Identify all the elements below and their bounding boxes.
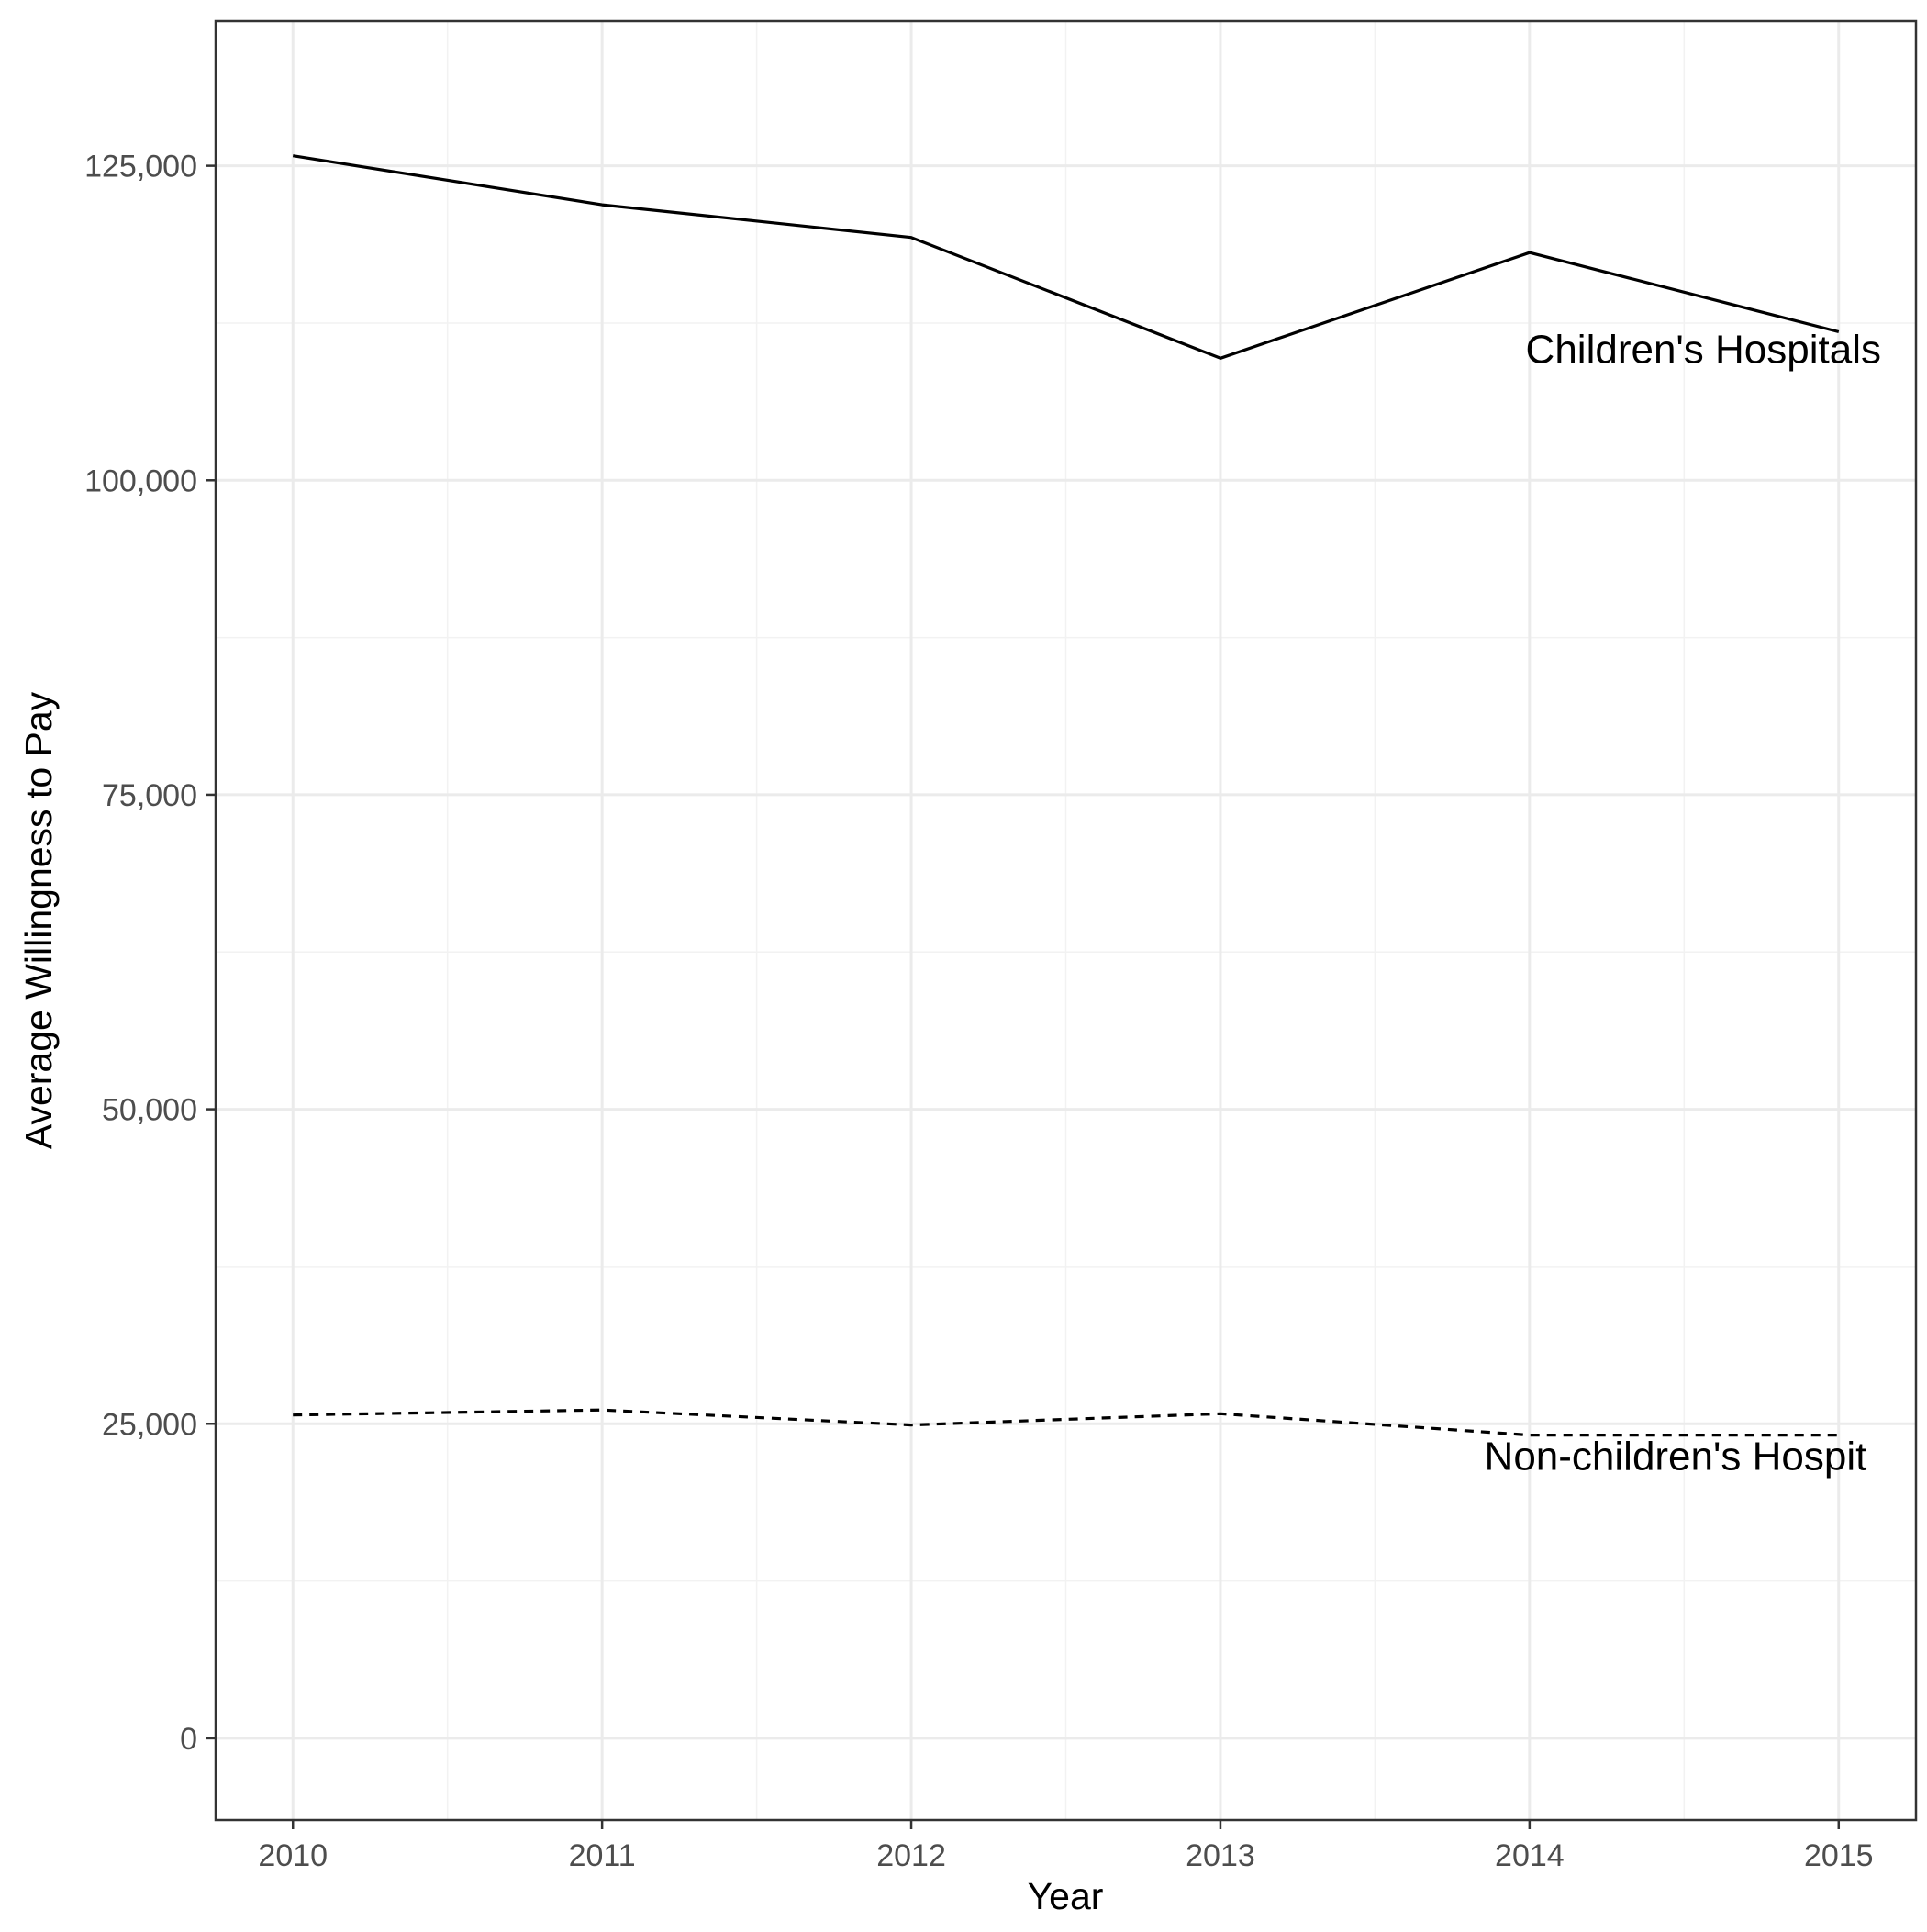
series-line-1 <box>292 154 1840 360</box>
x-tick-label: 2011 <box>569 1838 636 1873</box>
x-tick-label: 2013 <box>1186 1838 1255 1873</box>
x-tick-label: 2012 <box>876 1838 946 1873</box>
series-layer: Children's Hospitals Non-children's Hospi… <box>292 154 1881 1480</box>
y-axis-title: Average Willingness to Pay <box>17 691 60 1149</box>
x-axis-title: Year <box>1028 1875 1104 1917</box>
y-tick-label: 50,000 <box>102 1093 197 1128</box>
y-tick-label: 25,000 <box>102 1407 197 1442</box>
panel-border <box>214 19 1918 1822</box>
series-line-2 <box>293 1408 1839 1437</box>
y-tick-label: 0 <box>180 1722 197 1757</box>
x-tick-label: 2015 <box>1804 1838 1874 1873</box>
y-tick-label: 100,000 <box>84 463 197 498</box>
y-tick-label: 75,000 <box>102 778 197 813</box>
axes: 2010 2011 2012 2013 2014 2015 0 25,000 50,000 75,… <box>84 150 1873 1873</box>
y-tick-label: 125,000 <box>84 150 197 184</box>
series-label-2: Non-children's Hospit <box>1485 1435 1867 1480</box>
series-label-1: Children's Hospitals <box>1526 328 1881 373</box>
x-tick-label: 2010 <box>258 1838 328 1873</box>
gridlines <box>216 21 1916 1820</box>
x-tick-label: 2014 <box>1495 1838 1565 1873</box>
